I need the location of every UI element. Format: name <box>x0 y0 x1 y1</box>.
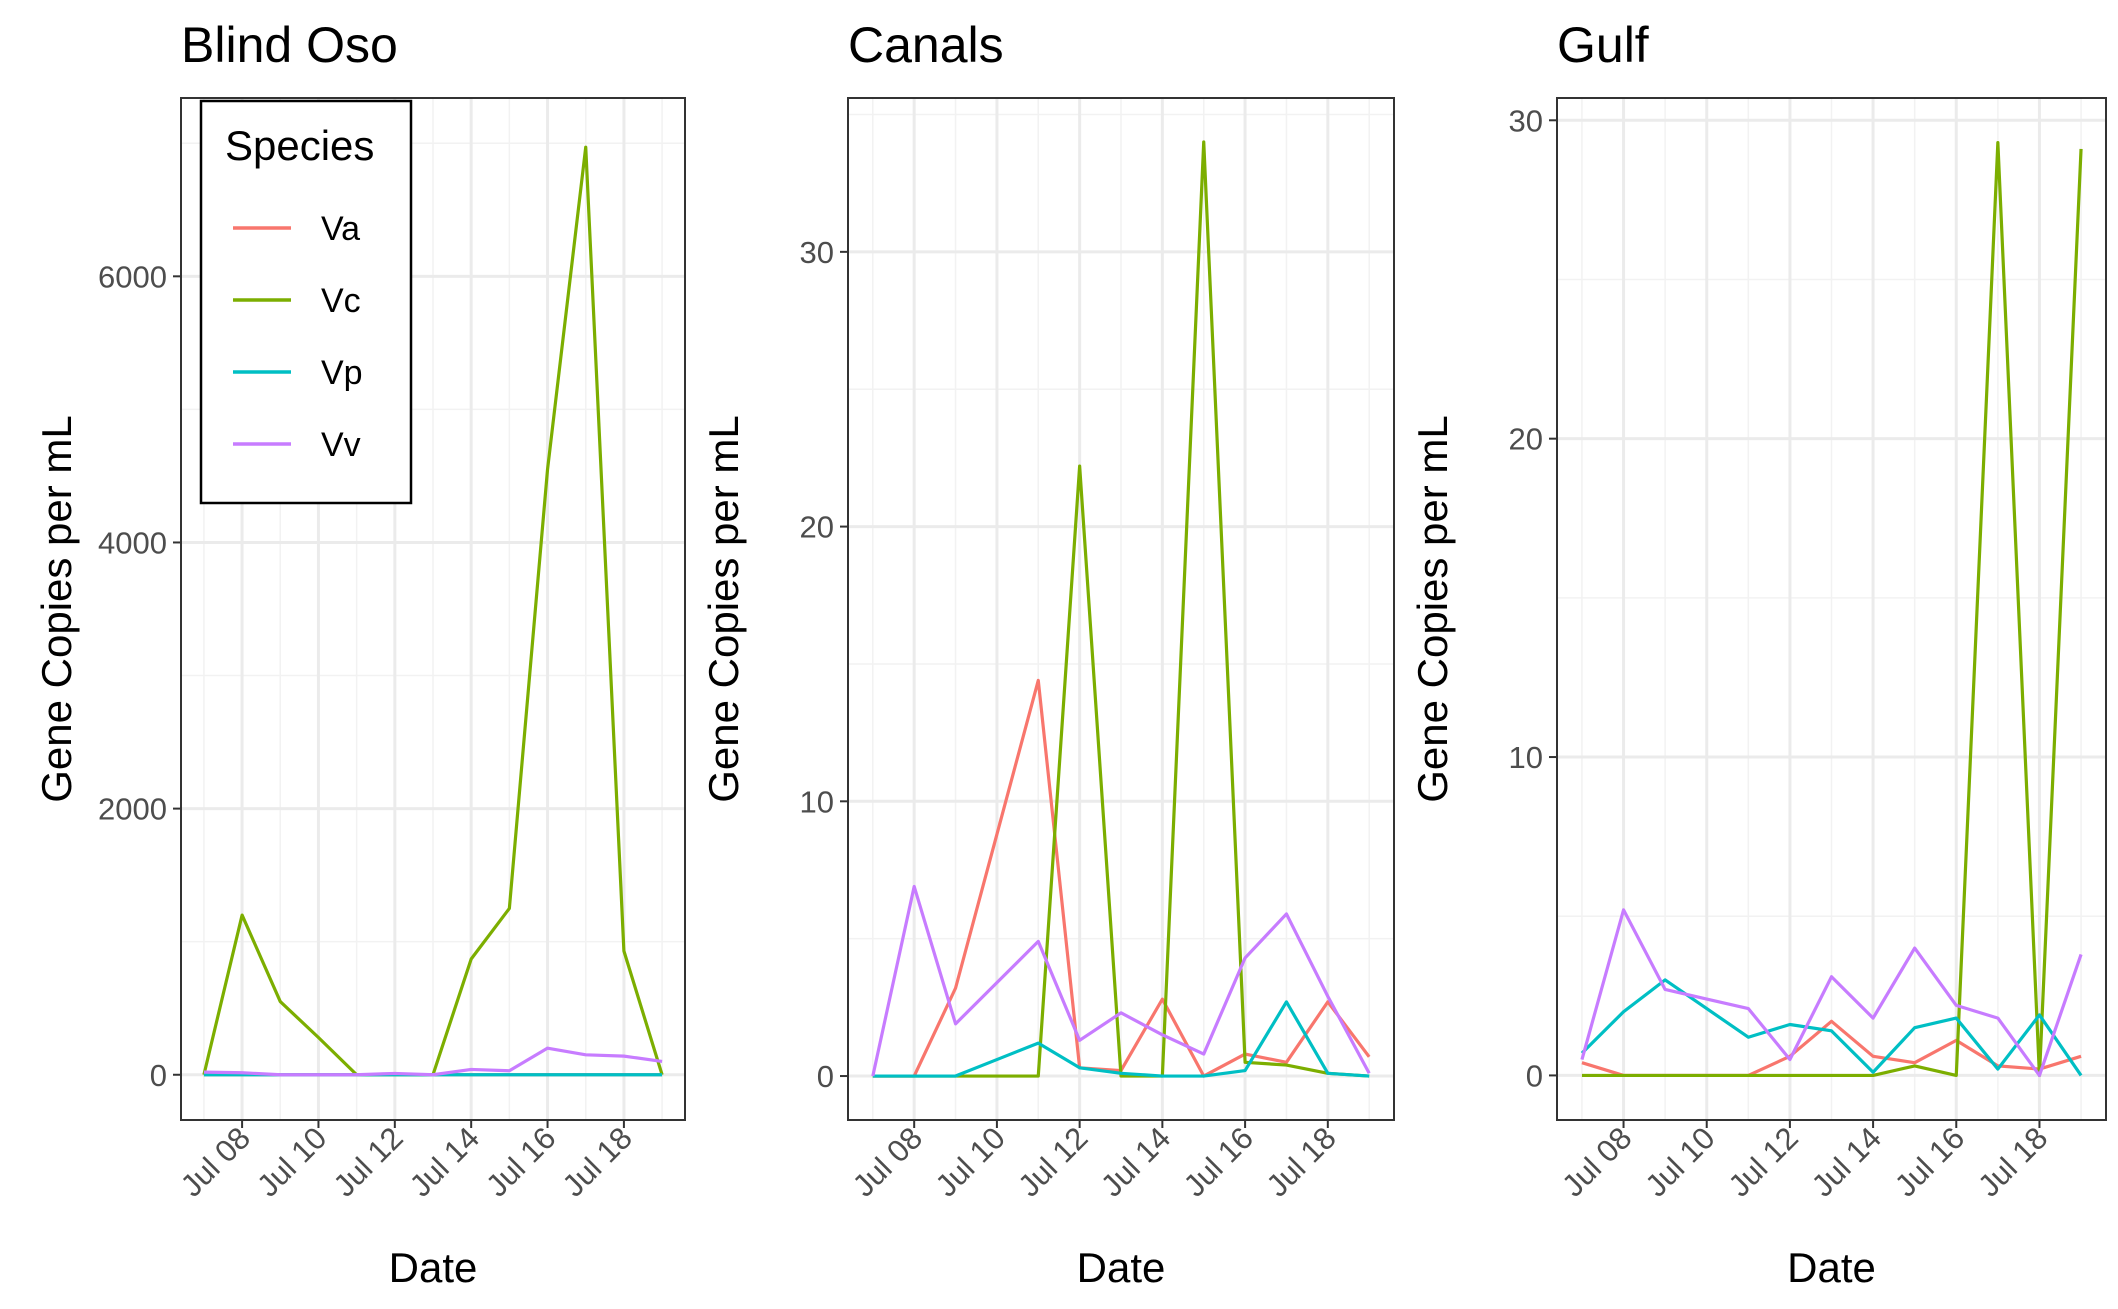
series-line-vv <box>203 1046 663 1077</box>
series-line-vp <box>1580 978 2083 1077</box>
x-axis-title: Date <box>1787 1244 1876 1291</box>
legend-item-vv: Vv <box>233 426 361 464</box>
legend-title: Species <box>225 122 374 169</box>
y-tick-label: 4000 <box>98 525 167 560</box>
series-line-vp <box>872 1000 1370 1078</box>
legend-label: Vc <box>321 282 361 320</box>
y-tick-label: 30 <box>1509 103 1543 138</box>
plot-area <box>848 98 1394 1120</box>
y-tick-label: 0 <box>817 1059 834 1094</box>
x-axis-title: Date <box>389 1244 478 1291</box>
y-tick-label: 20 <box>800 510 834 545</box>
series-line-vc <box>1581 140 2083 1078</box>
series-line-vv <box>1580 908 2083 1078</box>
legend-item-vp: Vp <box>233 354 363 392</box>
y-tick-label: 30 <box>800 235 834 270</box>
panel-border <box>1556 97 2107 1121</box>
y-tick-label: 10 <box>1509 740 1543 775</box>
panel-border <box>847 97 1395 1121</box>
legend-label: Vv <box>321 426 361 464</box>
series-lines <box>202 145 664 1077</box>
legend-label: Va <box>321 210 360 248</box>
y-tick-label: 20 <box>1509 422 1543 457</box>
y-tick-label: 0 <box>150 1058 167 1093</box>
panel-title: Canals <box>848 17 1004 73</box>
legend-box <box>199 99 413 505</box>
y-axis-title: Gene Copies per mL <box>700 415 747 803</box>
legend-label: Vp <box>321 354 363 392</box>
x-axis-title: Date <box>1077 1244 1166 1291</box>
y-tick-label: 2000 <box>98 792 167 827</box>
plot-area <box>1557 98 2106 1120</box>
legend-item-va: Va <box>233 210 360 248</box>
y-axis-title: Gene Copies per mL <box>1409 415 1456 803</box>
y-tick-label: 10 <box>800 784 834 819</box>
series-lines <box>871 140 1371 1078</box>
y-tick-label: 0 <box>1526 1058 1543 1093</box>
legend-item-vc: Vc <box>233 282 361 320</box>
panel-border <box>180 97 686 1121</box>
y-tick-label: 6000 <box>98 259 167 294</box>
species-legend: Species Va Vc Vp Vv <box>199 99 413 505</box>
series-line-vv <box>871 884 1371 1077</box>
y-axis-title: Gene Copies per mL <box>33 415 80 803</box>
series-lines <box>1580 140 2083 1078</box>
panel-title: Gulf <box>1557 17 1649 73</box>
panel-title: Blind Oso <box>181 17 398 73</box>
